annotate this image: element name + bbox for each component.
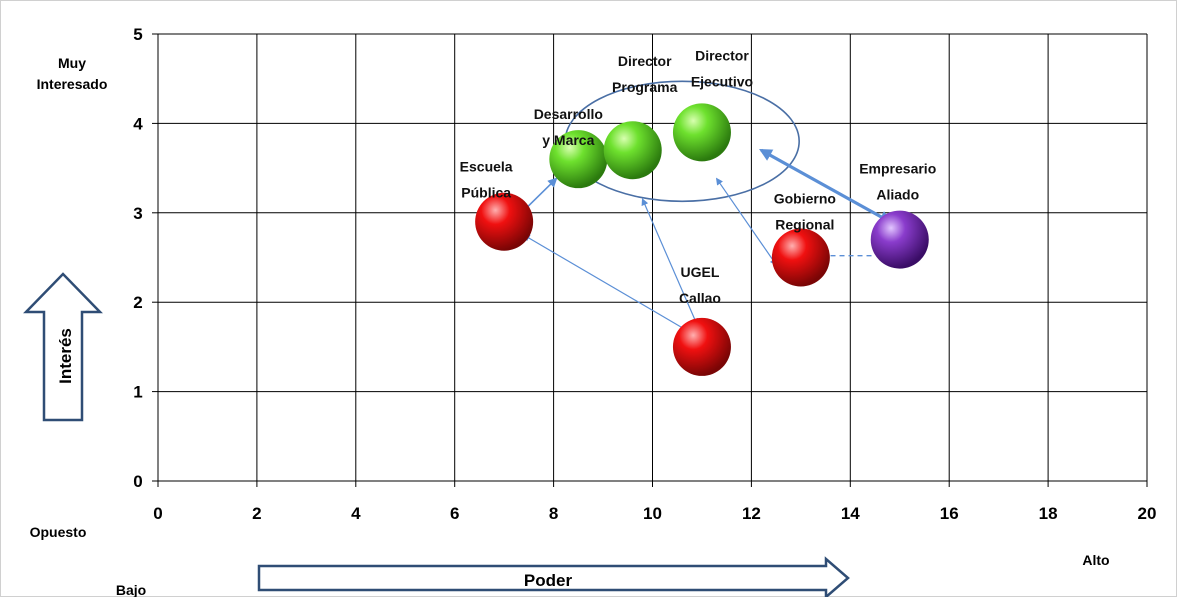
x-tick-label: 20	[1138, 504, 1157, 523]
x-high-label: Alto	[1082, 552, 1109, 568]
power-arrow-label: Poder	[524, 571, 573, 590]
interest-arrow-icon	[23, 272, 103, 422]
y-tick-label: 2	[133, 293, 142, 312]
x-tick-label: 12	[742, 504, 761, 523]
x-tick-label: 4	[351, 504, 361, 523]
side-labels: Muy Interesado Opuesto Bajo Alto Interés Poder	[23, 55, 1110, 597]
point-label: Desarrollo y Marca	[534, 106, 603, 148]
point-label: Empresario Aliado	[859, 161, 936, 203]
point-label: Gobierno Regional	[774, 191, 836, 233]
y-tick-label: 4	[133, 114, 143, 133]
point-label: Escuela Pública	[460, 159, 513, 201]
x-tick-label: 2	[252, 504, 261, 523]
grid	[152, 33, 1148, 487]
point-marker	[672, 317, 731, 376]
x-tick-label: 6	[450, 504, 459, 523]
relationship-arrow	[715, 177, 777, 266]
point-marker	[672, 103, 731, 162]
y-tick-label: 1	[133, 383, 142, 402]
point-marker	[771, 228, 830, 287]
relationship-arrow	[759, 148, 893, 224]
relationship-arrow	[522, 234, 693, 335]
power-arrow-icon	[257, 556, 850, 597]
y-bottom-label: Opuesto	[30, 524, 87, 540]
interest-arrow-label: Interés	[56, 328, 75, 384]
point-marker	[603, 121, 662, 180]
x-low-label: Bajo	[116, 582, 146, 597]
point-marker	[549, 130, 608, 189]
x-tick-label: 18	[1039, 504, 1058, 523]
point-marker	[870, 210, 929, 269]
x-tick-label: 16	[940, 504, 959, 523]
y-tick-label: 3	[133, 204, 142, 223]
x-tick-label: 8	[549, 504, 558, 523]
relationship-arrow	[641, 198, 699, 326]
x-tick-label: 0	[153, 504, 162, 523]
point-label: Director Ejecutivo	[691, 47, 753, 89]
y-top-label: Muy Interesado	[37, 55, 108, 92]
point-label: Director Programa	[612, 53, 678, 95]
y-tick-label: 5	[133, 25, 142, 44]
x-tick-label: 14	[841, 504, 860, 523]
y-tick-label: 0	[133, 472, 142, 491]
point-label: UGEL Callao	[679, 264, 721, 306]
x-tick-label: 10	[643, 504, 662, 523]
point-marker	[475, 192, 534, 251]
